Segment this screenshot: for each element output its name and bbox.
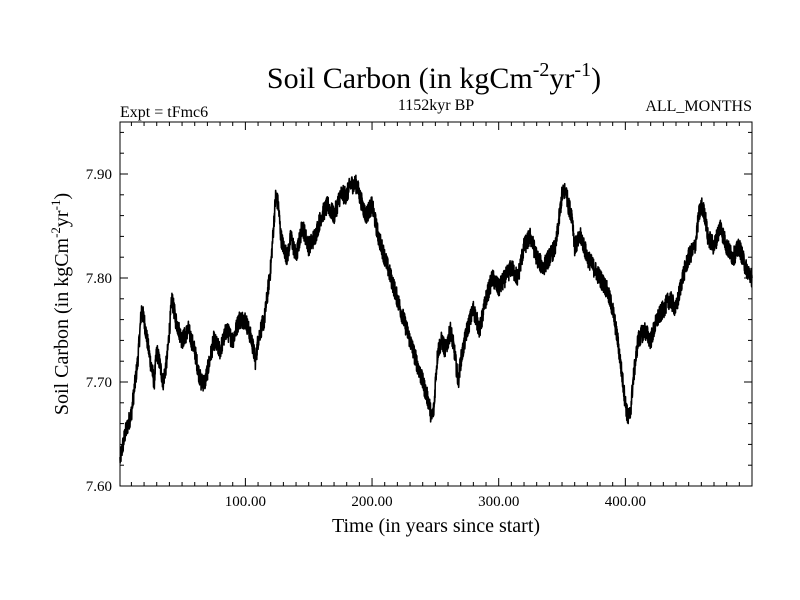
y-axis-label-exp2: -1 (48, 200, 63, 211)
chart-title: Soil Carbon (in kgCm-2yr-1) (267, 59, 601, 95)
chart-title-main: Soil Carbon (in kgCm (267, 62, 533, 95)
y-tick-label: 7.90 (86, 167, 112, 183)
y-axis-label-mid: yr (51, 210, 73, 227)
series-line-soil-carbon (119, 174, 753, 464)
period-label: 1152kyr BP (398, 97, 474, 114)
y-axis-label-exp1: -2 (48, 227, 63, 238)
x-axis-label: Time (in years since start) (332, 515, 540, 537)
months-label: ALL_MONTHS (645, 98, 752, 115)
y-axis-label-close: ) (51, 193, 73, 200)
x-tick-labels: 100.00 200.00 300.00 400.00 (225, 494, 646, 510)
x-tick-label: 200.00 (351, 494, 392, 510)
y-tick-labels: 7.60 7.70 7.80 7.90 (86, 167, 112, 495)
y-axis-label: Soil Carbon (in kgCm-2yr-1) (48, 193, 73, 415)
x-tick-label: 400.00 (605, 494, 646, 510)
y-tick-label: 7.60 (86, 479, 112, 495)
axis-ticks (120, 122, 752, 487)
y-tick-label: 7.70 (86, 375, 112, 391)
x-tick-label: 100.00 (225, 494, 266, 510)
x-tick-label: 300.00 (478, 494, 519, 510)
chart-title-exp2: -1 (574, 59, 591, 81)
chart-title-close: ) (591, 62, 601, 95)
experiment-label: Expt = tFmc6 (120, 104, 208, 121)
chart-title-mid: yr (549, 62, 574, 95)
y-axis-label-main: Soil Carbon (in kgCm (51, 237, 73, 415)
plot-frame (119, 121, 753, 487)
chart-title-exp1: -2 (533, 59, 550, 81)
y-tick-label: 7.80 (86, 271, 112, 287)
